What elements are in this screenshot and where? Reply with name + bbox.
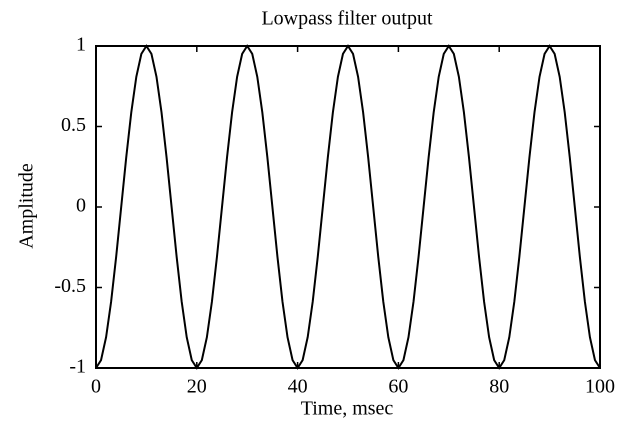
x-tick-label: 0 <box>91 376 101 398</box>
y-tick-label: -0.5 <box>54 275 86 297</box>
y-axis-label: Amplitude <box>16 163 38 249</box>
chart-title: Lowpass filter output <box>261 8 433 30</box>
y-tick-label: 0.5 <box>61 114 86 136</box>
line <box>95 44 601 370</box>
x-axis-label: Time, msec <box>301 398 394 420</box>
x-tick-label: 100 <box>585 376 615 398</box>
x-tick-label: 40 <box>288 376 308 398</box>
x-tick-label: 20 <box>187 376 207 398</box>
y-tick-label: 1 <box>76 34 86 56</box>
y-tick-label: 0 <box>76 195 86 217</box>
x-tick-label: 80 <box>489 376 509 398</box>
y-tick-label: -1 <box>69 356 86 378</box>
x-tick-label: 60 <box>388 376 408 398</box>
